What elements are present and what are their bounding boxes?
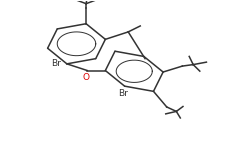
Text: Br: Br: [51, 59, 61, 68]
Text: Br: Br: [119, 89, 128, 98]
Text: O: O: [83, 73, 90, 82]
